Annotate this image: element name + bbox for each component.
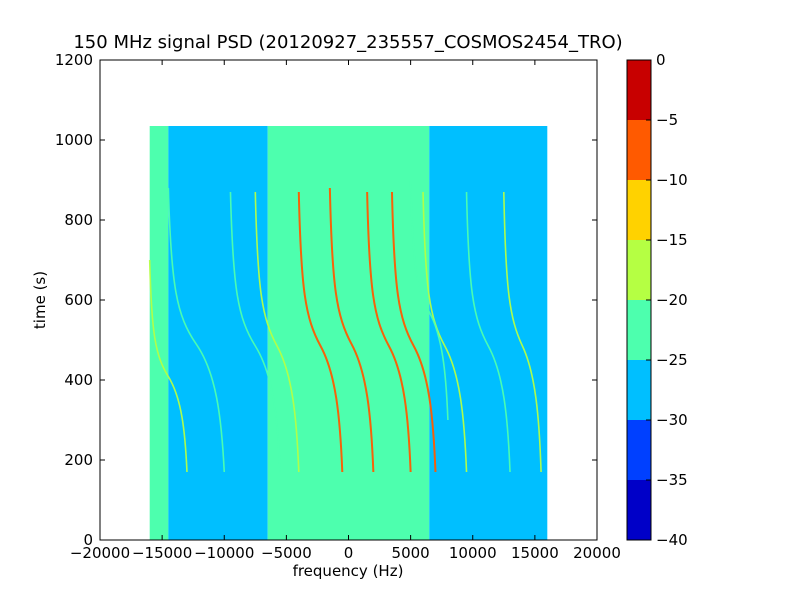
signal-trace	[465, 191, 511, 473]
spectrogram	[148, 126, 548, 540]
colorbar-tick-label: −30	[656, 411, 688, 429]
colorbar-band	[627, 120, 651, 180]
signal-trace	[390, 191, 437, 473]
heatmap-region	[168, 126, 268, 540]
colorbar-tick-label: −25	[656, 351, 688, 369]
signal-trace	[297, 191, 344, 473]
heatmap-region	[149, 126, 169, 540]
x-tick-label: 10000	[449, 544, 497, 562]
y-tick-label: 1200	[55, 51, 93, 69]
y-tick-label: 800	[64, 211, 93, 229]
colorbar-tick-label: −5	[656, 111, 678, 129]
colorbar-band	[627, 300, 651, 360]
colorbar-tick-label: 0	[656, 51, 666, 69]
signal-trace	[328, 187, 375, 473]
colorbar-tick-label: −10	[656, 171, 688, 189]
x-tick-label: 20000	[573, 544, 621, 562]
heatmap-region	[267, 126, 430, 540]
x-tick-label: 0	[344, 544, 354, 562]
colorbar-band	[627, 480, 651, 540]
signal-trace	[167, 187, 226, 473]
colorbar: 0 −5 −10 −15 −20 −25 −30 −35 −40	[626, 51, 688, 549]
axes-frame	[99, 59, 598, 541]
chart-title: 150 MHz signal PSD (20120927_235557_COSM…	[73, 32, 622, 53]
signal-trace	[422, 191, 468, 473]
heatmap-region	[429, 126, 548, 540]
plot-area: −20000 −15000 −10000 −5000 0 5000 10000 15000 20…	[55, 51, 621, 562]
colorbar-band	[627, 420, 651, 480]
x-tick-label: −20000	[70, 544, 130, 562]
y-tick-label: 200	[64, 451, 93, 469]
x-axis-label: frequency (Hz)	[293, 562, 404, 580]
signal-trace	[148, 259, 188, 473]
x-axis: −20000 −15000 −10000 −5000 0 5000 10000 15000 20…	[70, 60, 621, 562]
colorbar-band	[627, 180, 651, 240]
colorbar-band	[627, 60, 651, 120]
x-tick-label: −5000	[261, 544, 312, 562]
y-tick-label: 1000	[55, 131, 93, 149]
y-axis-label: time (s)	[31, 271, 49, 329]
colorbar-tick-label: −20	[656, 291, 688, 309]
colorbar-frame	[626, 59, 652, 541]
y-tick-label: 0	[83, 531, 93, 549]
colorbar-tick-label: −40	[656, 531, 688, 549]
y-tick-label: 400	[64, 371, 93, 389]
signal-trace	[503, 191, 542, 473]
y-axis: 0 200 400 600 800 1000 1200	[55, 51, 597, 549]
colorbar-tick-label: −15	[656, 231, 688, 249]
x-tick-label: −10000	[194, 544, 254, 562]
x-tick-label: 15000	[511, 544, 559, 562]
colorbar-band	[627, 240, 651, 300]
signal-trace	[254, 191, 300, 473]
signal-trace	[229, 191, 281, 473]
signal-trace	[366, 191, 412, 473]
signal-trace	[409, 179, 449, 421]
x-tick-label: −15000	[132, 544, 192, 562]
y-tick-label: 600	[64, 291, 93, 309]
colorbar-tick-label: −35	[656, 471, 688, 489]
colorbar-band	[627, 360, 651, 420]
x-tick-label: 5000	[392, 544, 430, 562]
